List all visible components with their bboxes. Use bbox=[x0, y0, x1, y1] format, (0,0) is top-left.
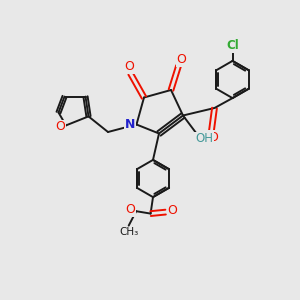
Text: OH: OH bbox=[195, 132, 213, 146]
Text: O: O bbox=[55, 120, 65, 134]
Text: O: O bbox=[125, 203, 135, 216]
Text: Cl: Cl bbox=[226, 39, 239, 52]
Text: N: N bbox=[125, 118, 135, 131]
Text: O: O bbox=[124, 60, 134, 74]
Text: O: O bbox=[208, 130, 218, 144]
Text: O: O bbox=[177, 53, 186, 66]
Text: CH₃: CH₃ bbox=[119, 227, 138, 237]
Text: O: O bbox=[167, 204, 177, 217]
